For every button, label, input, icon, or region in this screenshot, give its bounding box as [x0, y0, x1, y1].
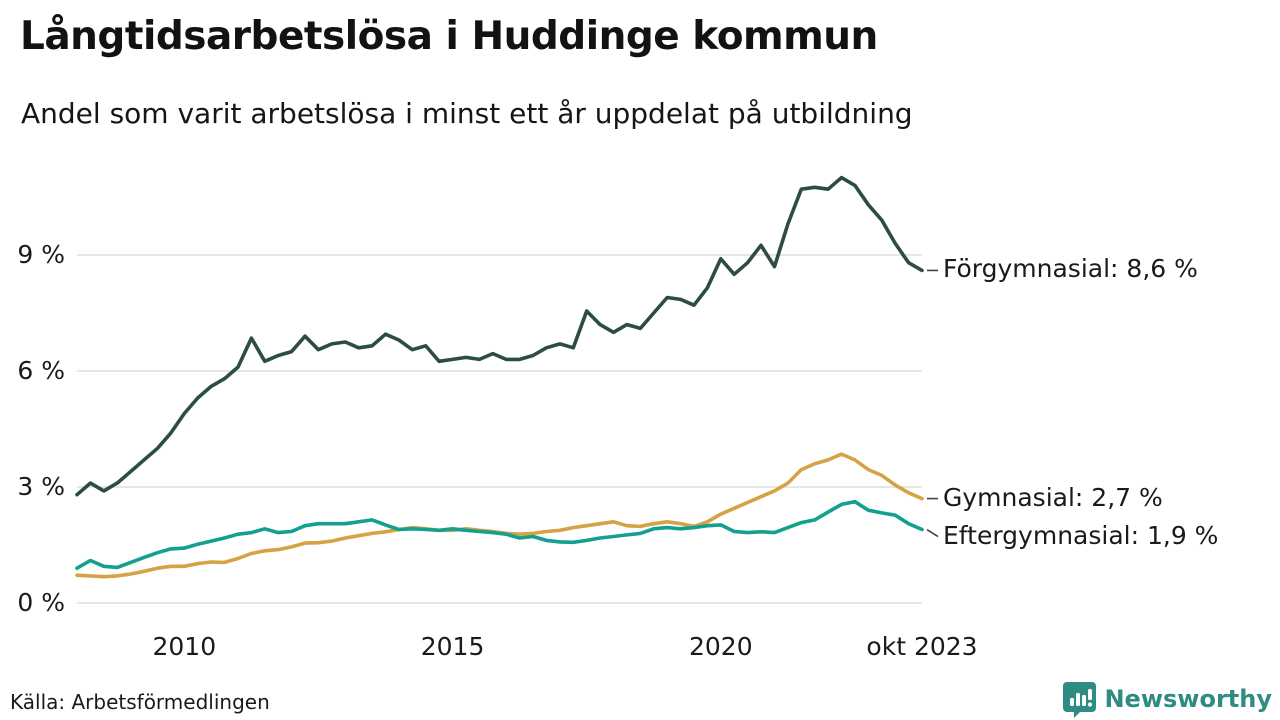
- series-line-förgymnasial: [75, 175, 924, 497]
- y-axis-tick-label: 9 %: [17, 239, 65, 269]
- series-line-gymnasial: [75, 452, 924, 579]
- y-axis-tick-label: 3 %: [17, 471, 65, 501]
- newsworthy-logo: Newsworthy: [1063, 680, 1272, 718]
- chart-title: Långtidsarbetslösa i Huddinge kommun: [20, 14, 878, 59]
- newsworthy-wordmark: Newsworthy: [1104, 685, 1272, 713]
- x-axis-tick-label: okt 2023: [866, 632, 978, 661]
- y-axis-tick-label: 0 %: [17, 588, 65, 617]
- series-end-label-gymnasial: Gymnasial: 2,7 %: [943, 482, 1163, 512]
- y-axis-tick-label: 6 %: [17, 355, 65, 385]
- x-axis-tick-label: 2020: [688, 632, 753, 661]
- end-label-leader: [926, 528, 939, 538]
- x-axis-tick-label: 2015: [420, 632, 485, 661]
- series-end-label-förgymnasial: Förgymnasial: 8,6 %: [943, 254, 1198, 284]
- series-line-eftergymnasial: [75, 499, 924, 571]
- chart-subtitle: Andel som varit arbetslösa i minst ett å…: [21, 97, 913, 130]
- source-note: Källa: Arbetsförmedlingen: [10, 690, 270, 714]
- newsworthy-bubble-chart-icon: [1063, 681, 1097, 718]
- series-end-label-eftergymnasial: Eftergymnasial: 1,9 %: [943, 520, 1219, 550]
- x-axis-tick-label: 2010: [152, 632, 217, 661]
